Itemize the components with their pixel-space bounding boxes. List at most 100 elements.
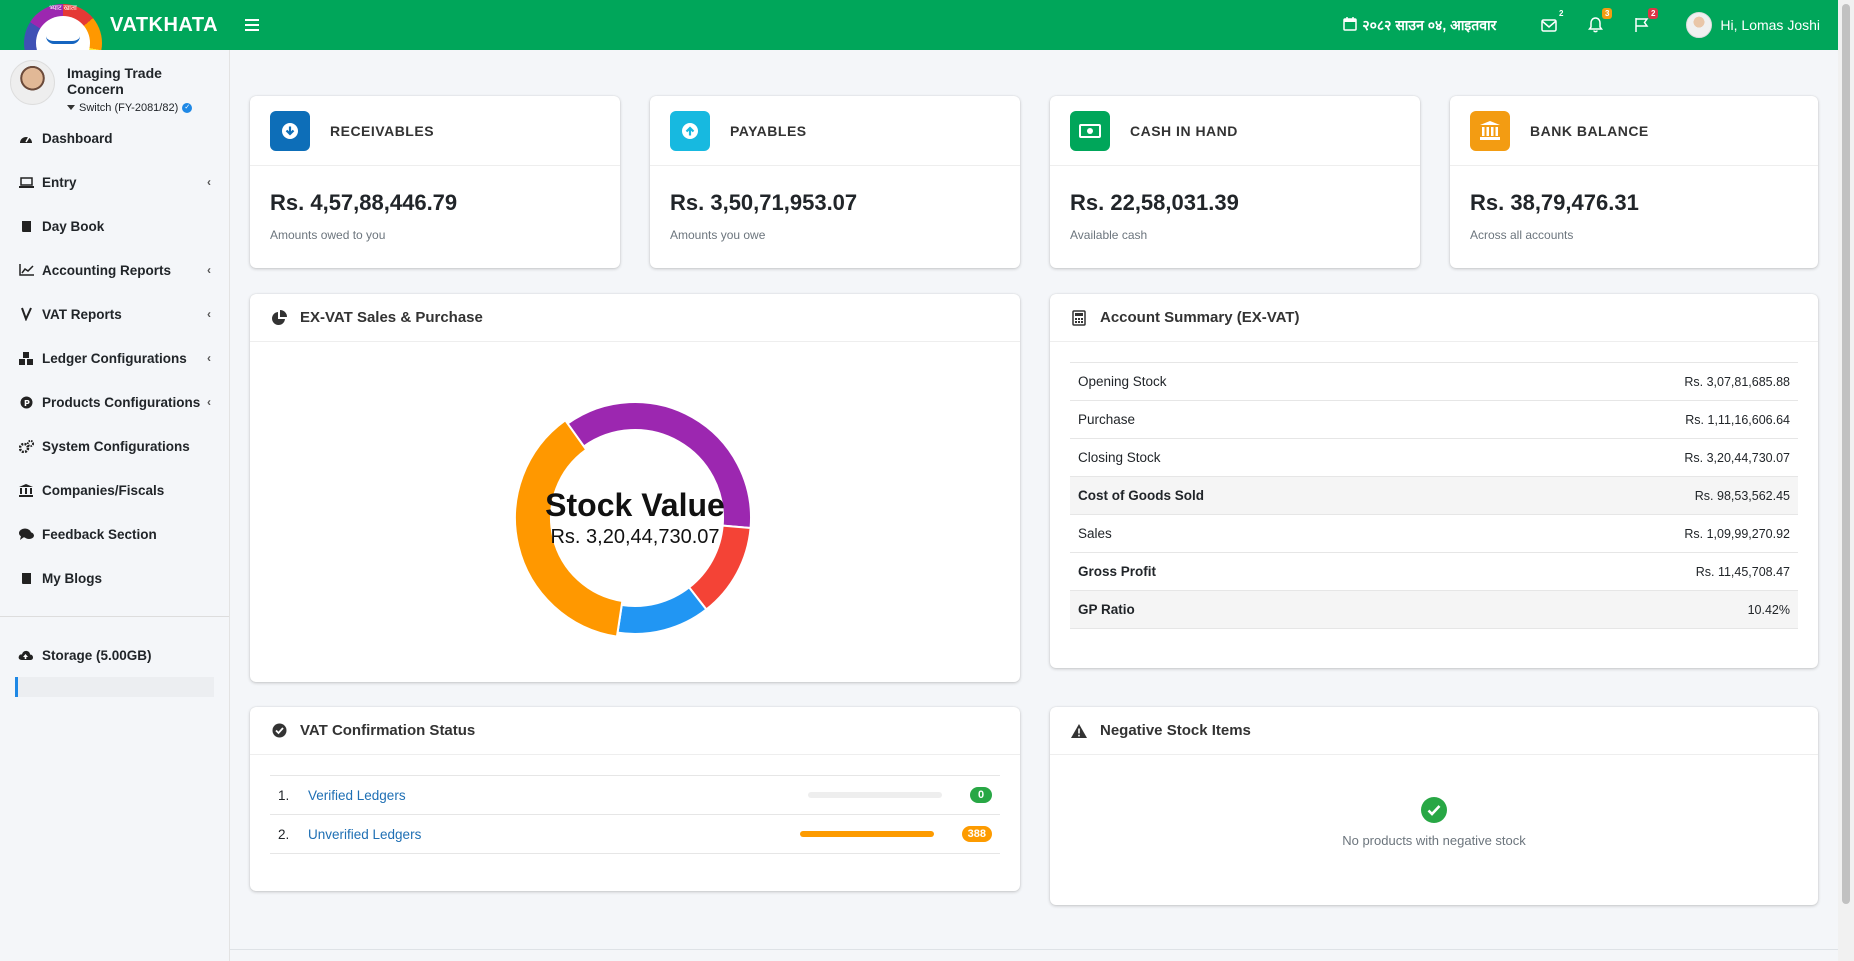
table-row: Closing Stock Rs. 3,20,44,730.07 [1070, 439, 1798, 477]
cash-in-hand-card: CASH IN HAND Rs. 22,58,031.39 Available … [1050, 96, 1420, 268]
row-value: Rs. 11,45,708.47 [1695, 564, 1790, 579]
dashboard-icon [18, 130, 34, 146]
sidebar-item-accounting-reports[interactable]: Accounting Reports ‹ [0, 248, 229, 292]
donut-svg [514, 401, 752, 638]
row-label: Sales [1078, 526, 1112, 541]
user-greeting: Hi, Lomas Joshi [1720, 17, 1820, 33]
sidebar-item-companies-fiscals[interactable]: Companies/Fiscals [0, 468, 229, 512]
comments-icon [18, 526, 34, 542]
svg-text:P: P [24, 399, 30, 408]
product-icon: P [18, 394, 34, 410]
vat-status-list: 1. Verified Ledgers 0 2. Unverified Ledg… [270, 775, 1000, 854]
receivables-subtitle: Amounts owed to you [270, 228, 386, 242]
date-text: २०८२ साउन ०४, आइतवार [1362, 16, 1497, 33]
list-item: 1. Verified Ledgers 0 [270, 776, 1000, 815]
chevron-left-icon: ‹ [207, 395, 211, 409]
arrow-circle-down-icon [270, 110, 310, 151]
fiscal-switch[interactable]: Switch (FY-2081/82) ✓ [67, 102, 219, 114]
pie-chart-icon [270, 309, 288, 327]
flag-icon[interactable]: 2 [1632, 8, 1659, 34]
scrollbar-thumb[interactable] [1842, 4, 1850, 904]
account-summary-card: Account Summary (EX-VAT) Opening Stock Rs… [1050, 294, 1818, 668]
sidebar-item-dashboard[interactable]: Dashboard [0, 116, 229, 160]
table-row: Purchase Rs. 1,11,16,606.64 [1070, 401, 1798, 439]
row-label: Closing Stock [1078, 450, 1161, 465]
page-scrollbar[interactable] [1838, 0, 1854, 961]
verified-progress-bar [808, 792, 942, 798]
sidebar-item-label: Dashboard [42, 130, 113, 146]
row-label: GP Ratio [1078, 602, 1135, 617]
user-menu[interactable]: Hi, Lomas Joshi [1686, 12, 1820, 38]
caret-down-icon [67, 102, 75, 114]
sidebar-item-label: VAT Reports [42, 306, 122, 322]
unverified-progress-bar [799, 831, 934, 837]
check-circle-icon [1421, 797, 1447, 823]
row-value: Rs. 1,11,16,606.64 [1685, 412, 1790, 427]
item-number: 2. [278, 826, 290, 842]
sidebar-item-system-configurations[interactable]: System Configurations [0, 424, 229, 468]
bell-badge: 3 [1601, 8, 1613, 19]
receivables-card: RECEIVABLES Rs. 4,57,88,446.79 Amounts o… [250, 96, 620, 268]
closing-stock-slice[interactable] [514, 418, 624, 638]
cash-in-hand-subtitle: Available cash [1070, 228, 1148, 242]
menu-toggle-icon[interactable] [245, 15, 259, 36]
table-row: Sales Rs. 1,09,99,270.92 [1070, 515, 1798, 553]
bank-icon [18, 482, 34, 498]
verified-ledgers-link[interactable]: Verified Ledgers [308, 787, 406, 803]
sidebar-menu: Dashboard Entry ‹ Day Book Accounting Re… [0, 116, 229, 600]
brand[interactable]: भ्याट खाता VATKHATA [0, 0, 230, 50]
chevron-left-icon: ‹ [207, 263, 211, 277]
row-value: 10.42% [1747, 602, 1790, 617]
row-label: Gross Profit [1078, 564, 1157, 579]
sidebar-item-day-book[interactable]: Day Book [0, 204, 229, 248]
bank-balance-card: BANK BALANCE Rs. 38,79,476.31 Across all… [1450, 96, 1818, 268]
calendar-icon [1343, 16, 1358, 34]
sidebar-item-vat-reports[interactable]: VAT Reports ‹ [0, 292, 229, 336]
mail-badge: 2 [1558, 9, 1564, 18]
top-navbar: भ्याट खाता VATKHATA २०८२ साउन ०४, आइतवार… [0, 0, 1838, 50]
cogs-icon [18, 438, 34, 454]
sidebar-item-label: Feedback Section [42, 526, 157, 542]
row-value: Rs. 1,09,99,270.92 [1684, 526, 1790, 541]
sidebar-item-label: Entry [42, 174, 77, 190]
sidebar-item-label: Companies/Fiscals [42, 482, 165, 498]
account-summary-title: Account Summary (EX-VAT) [1100, 309, 1300, 326]
sidebar-divider [0, 616, 229, 617]
row-label: Opening Stock [1078, 374, 1167, 389]
laptop-icon [18, 174, 34, 190]
payables-subtitle: Amounts you owe [670, 228, 766, 242]
table-row: GP Ratio 10.42% [1070, 591, 1798, 629]
fiscal-switch-label: Switch (FY-2081/82) [79, 102, 179, 114]
item-number: 1. [278, 787, 290, 803]
sidebar-item-feedback-section[interactable]: Feedback Section [0, 512, 229, 556]
sidebar-item-entry[interactable]: Entry ‹ [0, 160, 229, 204]
sidebar-item-label: Accounting Reports [42, 262, 172, 278]
sidebar-item-label: My Blogs [42, 570, 103, 586]
footer-divider [230, 949, 1838, 950]
bank-balance-subtitle: Across all accounts [1470, 228, 1574, 242]
sidebar-item-products-configurations[interactable]: P Products Configurations ‹ [0, 380, 229, 424]
flag-badge: 2 [1647, 8, 1659, 19]
vat-status-title: VAT Confirmation Status [300, 722, 476, 739]
vat-status-card: VAT Confirmation Status 1. Verified Ledg… [250, 707, 1020, 891]
brand-logo: भ्याट खाता [18, 0, 104, 50]
bell-icon[interactable]: 3 [1586, 8, 1613, 34]
chart-line-icon [18, 262, 34, 278]
cloud-upload-icon [18, 650, 34, 661]
envelope-icon[interactable]: 2 [1540, 9, 1563, 34]
sidebar-item-my-blogs[interactable]: My Blogs [0, 556, 229, 600]
unverified-count-badge: 388 [961, 826, 992, 842]
money-bill-icon [1070, 110, 1110, 151]
sales-purchase-card: EX-VAT Sales & Purchase Stock Value Rs. … [250, 294, 1020, 682]
negative-stock-message: No products with negative stock [1342, 833, 1526, 848]
row-value: Rs. 98,53,562.45 [1694, 488, 1790, 503]
sidebar: Imaging Trade Concern Switch (FY-2081/82… [0, 50, 230, 961]
row-value: Rs. 3,20,44,730.07 [1684, 450, 1790, 465]
unverified-ledgers-link[interactable]: Unverified Ledgers [308, 826, 422, 842]
storage-progress-bar [15, 677, 214, 697]
sidebar-item-label: Ledger Configurations [42, 350, 187, 366]
receipt-icon [18, 306, 34, 322]
sidebar-item-ledger-configurations[interactable]: Ledger Configurations ‹ [0, 336, 229, 380]
storage-label: Storage (5.00GB) [42, 647, 152, 663]
donut-center-value: Rs. 3,20,44,730.07 [550, 526, 720, 548]
